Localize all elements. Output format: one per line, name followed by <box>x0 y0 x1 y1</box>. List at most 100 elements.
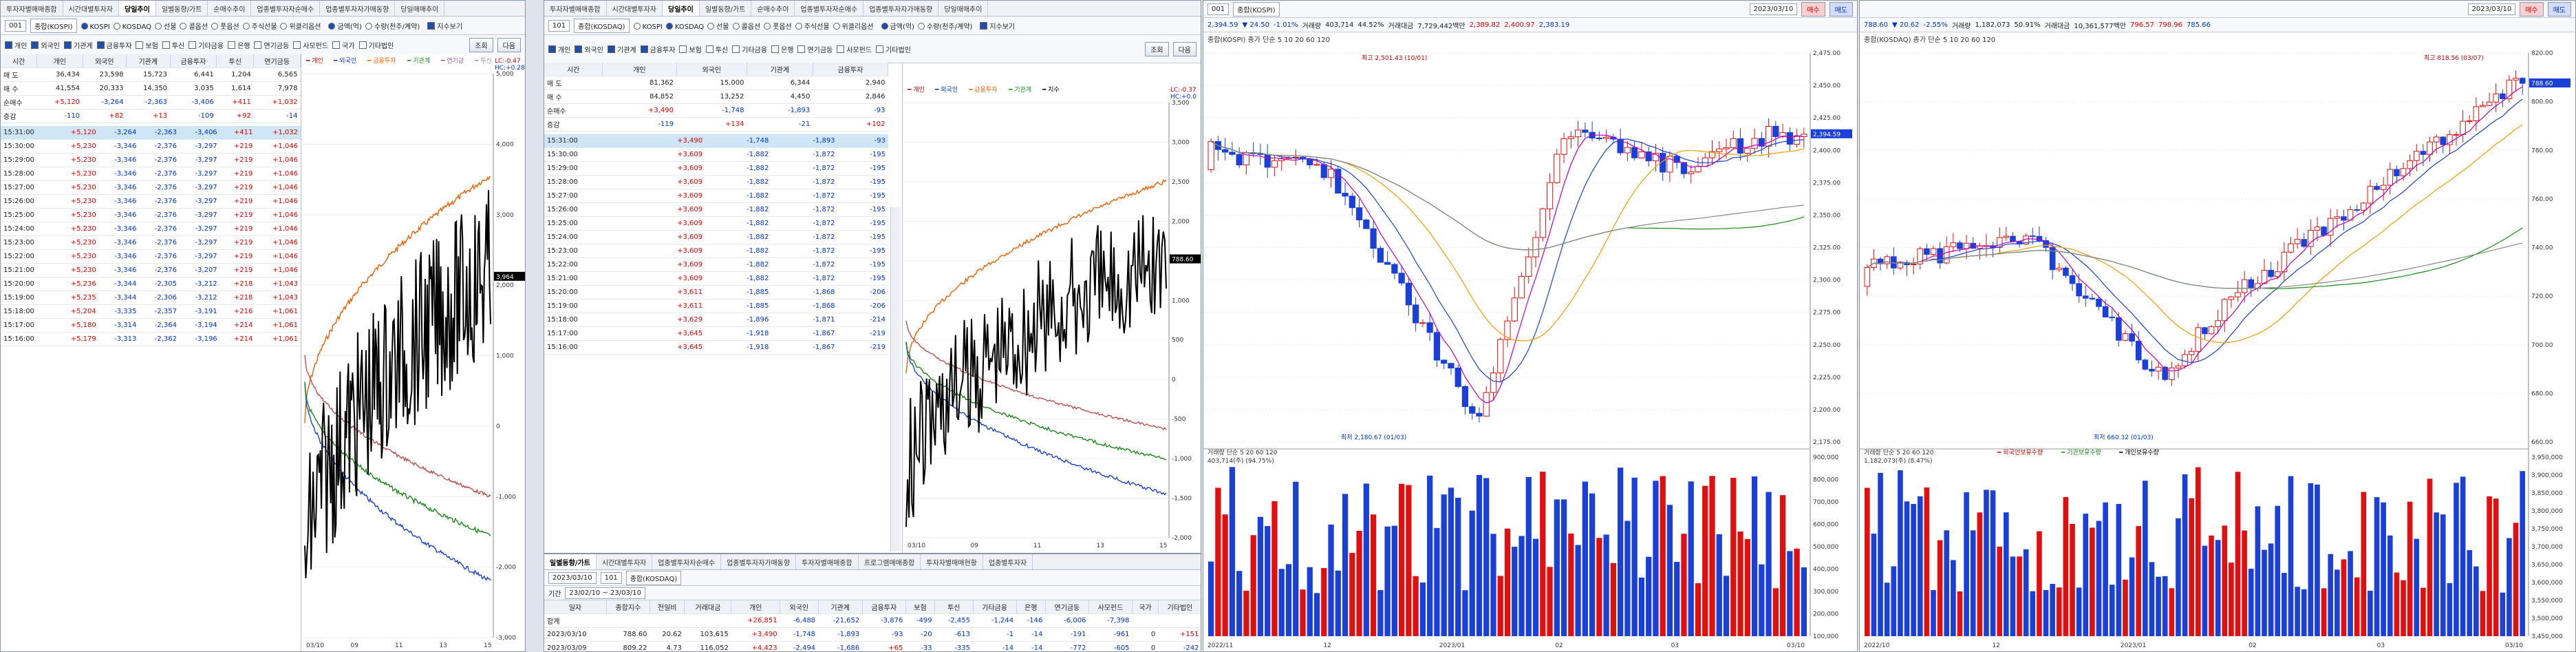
table-row[interactable]: 15:22:00 +5,230 -3,346 -2,376 -3,297 +219 +1,0… <box>1 249 301 264</box>
table-row[interactable]: 15:29:00 +3,609 -1,882 -1,872 -195 <box>544 161 888 176</box>
table-row[interactable]: 15:21:00 +5,230 -3,346 -2,376 -3,207 +219 +1,0… <box>1 263 301 277</box>
market-select[interactable]: 종합(KOSDAQ) <box>574 18 630 33</box>
table-row[interactable]: 15:18:00 +3,629 -1,896 -1,871 -214 <box>544 313 888 327</box>
table-row[interactable]: 합계 +26,851 -6,488 -21,652 -3,876 -499 -2,455 -1… <box>544 613 1201 628</box>
chart-code-input[interactable]: 001 <box>1208 3 1230 15</box>
filter-checkbox-9[interactable]: 사모펀드 <box>837 45 872 54</box>
next-button[interactable]: 다음 <box>1172 41 1196 56</box>
filter-checkbox-6[interactable]: 기타금융 <box>732 45 767 54</box>
table-row[interactable]: 15:23:00 +3,609 -1,882 -1,872 -195 <box>544 244 888 258</box>
market-radio-2[interactable]: 선물 <box>155 22 176 31</box>
table-row[interactable]: 15:23:00 +5,230 -3,346 -2,376 -3,297 +219 +1,0… <box>1 235 301 250</box>
table-row[interactable]: 15:27:00 +3,609 -1,882 -1,872 -195 <box>544 189 888 203</box>
filter-checkbox-5[interactable]: 투신 <box>705 45 728 54</box>
tab-5[interactable]: 업종별투자자순매수 <box>251 1 321 16</box>
market-radio-6[interactable]: 위클리옵션 <box>833 22 874 31</box>
filter-checkbox-8[interactable]: 연기금등 <box>254 41 289 50</box>
filter-checkbox-7[interactable]: 은행 <box>771 45 793 54</box>
mode-radio-0[interactable]: 금액(억) <box>881 22 914 31</box>
market-radio-3[interactable]: 콜옵션 <box>180 22 208 31</box>
code-input[interactable]: 101 <box>548 19 570 32</box>
table-row[interactable]: 15:28:00 +3,609 -1,882 -1,872 -195 <box>544 175 888 189</box>
tab-2[interactable]: 당일추이 <box>663 1 700 16</box>
trend-chart[interactable]: ━ 개인 ━ 외국인 ━ 금융투자 ━ 기관계 ━ 연기금 ━ 투신 LC:-0.47 HC:… <box>302 54 525 651</box>
market-radio-1[interactable]: KOSDAQ <box>113 22 151 31</box>
table-row[interactable]: 15:25:00 +3,609 -1,882 -1,872 -195 <box>544 216 888 231</box>
vertical-scrollbar[interactable] <box>890 207 901 551</box>
table-row[interactable]: 15:19:00 +5,235 -3,344 -2,306 -3,212 +218 +1,0… <box>1 291 301 305</box>
tab-1[interactable]: 시간대별투자자 <box>63 1 120 16</box>
filter-checkbox-0[interactable]: 개인 <box>5 41 27 50</box>
filter-checkbox-1[interactable]: 외국인 <box>575 45 603 54</box>
filter-checkbox-11[interactable]: 기타법인 <box>358 41 394 50</box>
table-row[interactable]: 15:19:00 +3,611 -1,885 -1,868 -206 <box>544 299 888 313</box>
filter-checkbox-6[interactable]: 기타금융 <box>189 41 224 50</box>
filter-checkbox-8[interactable]: 연기금등 <box>797 45 833 54</box>
tab-0[interactable]: 투자자별매매종합 <box>544 1 607 16</box>
market-radio-2[interactable]: 선물 <box>707 22 729 31</box>
tab-6[interactable]: 투자자별매매현황 <box>921 554 983 569</box>
daily-market-select[interactable]: 종합(KOSDAQ) <box>625 570 682 585</box>
table-row[interactable]: 15:31:00 +5,120 -3,264 -2,363 -3,406 +411 +1,0… <box>1 126 301 140</box>
filter-checkbox-10[interactable]: 기타법인 <box>876 45 911 54</box>
table-row[interactable]: 순매수 +3,490 -1,748 -1,893 -93 <box>544 103 888 118</box>
tab-3[interactable]: 일별동향/가트 <box>156 1 208 16</box>
table-row[interactable]: 15:24:00 +5,230 -3,346 -2,376 -3,297 +219 +1,0… <box>1 222 301 236</box>
table-row[interactable]: 15:29:00 +5,230 -3,346 -2,376 -3,297 +219 +1,0… <box>1 153 301 167</box>
tab-3[interactable]: 업종별투자자가매동향 <box>721 554 797 569</box>
filter-checkbox-2[interactable]: 기관계 <box>608 45 636 54</box>
table-row[interactable]: 15:21:00 +3,609 -1,882 -1,872 -195 <box>544 271 888 286</box>
market-radio-6[interactable]: 위클리옵션 <box>280 22 321 31</box>
market-radio-4[interactable]: 풋옵션 <box>211 22 239 31</box>
code-input[interactable]: 001 <box>5 19 27 32</box>
table-row[interactable]: 15:26:00 +5,230 -3,346 -2,376 -3,297 +219 +1,0… <box>1 194 301 209</box>
tab-2[interactable]: 업종별투자자순매수 <box>652 554 722 569</box>
filter-checkbox-2[interactable]: 기관계 <box>64 41 93 50</box>
tab-5[interactable]: 업종별투자자순매수 <box>795 1 864 16</box>
market-radio-1[interactable]: KOSDAQ <box>665 22 704 31</box>
table-row[interactable]: 증감 -110 +82 +13 -109 +92 -14 <box>1 109 301 123</box>
tab-3[interactable]: 일별동향/가트 <box>700 1 752 16</box>
tab-7[interactable]: 당일매매추이 <box>938 1 989 16</box>
query-button[interactable]: 조회 <box>1145 41 1169 56</box>
table-row[interactable]: 15:16:00 +3,645 -1,918 -1,867 -219 <box>544 340 888 355</box>
mode-radio-1[interactable]: 수량(천주/계약) <box>917 22 972 31</box>
index-checkbox[interactable]: 지수보기 <box>427 21 462 31</box>
table-row[interactable]: 15:20:00 +3,611 -1,885 -1,868 -206 <box>544 285 888 299</box>
period-input[interactable]: 23/02/10 ~ 23/03/10 <box>565 587 645 599</box>
buy-button[interactable]: 매수 <box>2520 1 2544 17</box>
filter-checkbox-0[interactable]: 개인 <box>548 45 570 54</box>
table-row[interactable]: 15:16:00 +5,179 -3,313 -2,362 -3,196 +214 +1,0… <box>1 332 301 346</box>
market-radio-5[interactable]: 주식선물 <box>795 22 830 31</box>
buy-button[interactable]: 매수 <box>1801 1 1825 17</box>
market-radio-3[interactable]: 콜옵션 <box>732 22 760 31</box>
market-select[interactable]: 종합(KOSPI) <box>30 18 77 33</box>
filter-checkbox-10[interactable]: 국가 <box>332 41 355 50</box>
market-radio-0[interactable]: KOSPI <box>633 22 663 31</box>
daily-code-input[interactable]: 101 <box>600 571 622 584</box>
kosdaq-candle-chart[interactable]: 종합(KOSDAQ) 종가 단순 5 10 20 60 120 820.00 800… <box>1860 32 2575 651</box>
table-row[interactable]: 순매수 +5,120 -3,264 -2,363 -3,406 +411 +1,032 <box>1 95 301 109</box>
table-row[interactable]: 15:31:00 +3,490 -1,748 -1,893 -93 <box>544 134 888 148</box>
chart-date-input[interactable]: 2023/03/10 <box>1749 3 1798 15</box>
sell-button[interactable]: 매도 <box>1829 1 1853 17</box>
table-row[interactable]: 15:26:00 +3,609 -1,882 -1,872 -195 <box>544 202 888 217</box>
tab-4[interactable]: 순매수추이 <box>208 1 252 16</box>
filter-checkbox-4[interactable]: 보험 <box>136 41 158 50</box>
tab-1[interactable]: 시간대별투자자 <box>607 1 663 16</box>
tab-2[interactable]: 당일추이 <box>119 1 156 16</box>
chart-date-input[interactable]: 2023/03/10 <box>2467 3 2516 15</box>
table-row[interactable]: 2023/03/09 809.22 4.73 116,052 +4,423 -2,494-… <box>544 641 1201 651</box>
table-row[interactable]: 15:30:00 +5,230 -3,346 -2,376 -3,297 +219 +1,0… <box>1 139 301 154</box>
tab-4[interactable]: 투자자별매매종합 <box>796 554 859 569</box>
filter-checkbox-3[interactable]: 금융투자 <box>640 45 675 54</box>
tab-1[interactable]: 시간대별투자자 <box>597 554 653 569</box>
date-input[interactable]: 2023/03/10 <box>548 571 597 584</box>
tab-0[interactable]: 일별동향/가트 <box>544 554 597 569</box>
index-checkbox[interactable]: 지수보기 <box>980 21 1015 31</box>
filter-checkbox-1[interactable]: 외국인 <box>31 41 60 50</box>
table-row[interactable]: 매 도 81,362 15,000 6,344 2,940 <box>544 76 888 90</box>
table-row[interactable]: 매 도 36,434 23,598 15,723 6,441 1,204 6,565 <box>1 67 301 82</box>
table-row[interactable]: 15:30:00 +3,609 -1,882 -1,872 -195 <box>544 147 888 162</box>
table-row[interactable]: 15:18:00 +5,204 -3,335 -2,357 -3,191 +216 +1,0… <box>1 304 301 319</box>
